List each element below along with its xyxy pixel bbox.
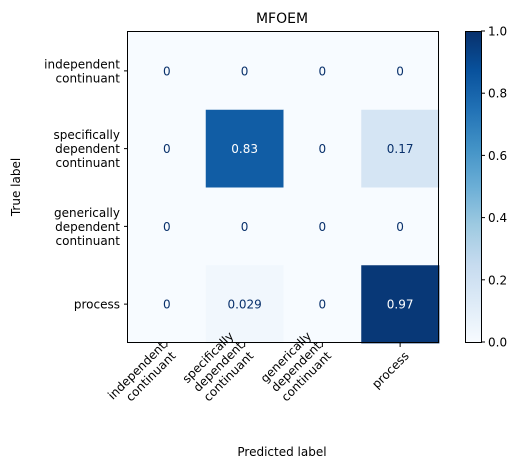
cell-value-label: 0 bbox=[319, 220, 327, 234]
chart-title: MFOEM bbox=[256, 11, 308, 27]
heatmap-cell bbox=[283, 32, 362, 111]
y-tick-label: independent continuant bbox=[44, 57, 120, 85]
cell-value-label: 0 bbox=[319, 64, 327, 78]
plot-frame bbox=[127, 31, 439, 343]
heatmap-cell bbox=[205, 187, 284, 266]
x-tick-label: process bbox=[369, 349, 412, 392]
cell-value-label: 0 bbox=[163, 64, 171, 78]
heatmap-cell bbox=[361, 265, 440, 344]
cell-value-label: 0.97 bbox=[387, 298, 414, 312]
heatmap-cell bbox=[205, 265, 284, 344]
heatmap-cell bbox=[128, 265, 207, 344]
colorbar-tick-label: 0.8 bbox=[488, 87, 507, 101]
colorbar-tick-label: 0.2 bbox=[488, 273, 507, 287]
cell-value-label: 0 bbox=[319, 298, 327, 312]
colorbar-ticks: 0.0 0.2 0.4 0.6 0.8 1.0 bbox=[481, 25, 507, 350]
y-axis-label: True label bbox=[9, 158, 23, 217]
heatmap-cell bbox=[128, 32, 207, 111]
heatmap-cell bbox=[283, 265, 362, 344]
colorbar-tick-label: 0.4 bbox=[488, 211, 507, 225]
cell-value-label: 0 bbox=[396, 220, 404, 234]
colorbar-tick-label: 0.6 bbox=[488, 149, 507, 163]
heatmap-cell-labels: 0 0 0 0 0 0.83 0 0.17 0 0 0 0 0 0.029 0 0.97 bbox=[163, 64, 413, 311]
heatmap-cell bbox=[361, 109, 440, 188]
x-axis-label: Predicted label bbox=[237, 445, 326, 459]
cell-value-label: 0 bbox=[241, 64, 249, 78]
cell-value-label: 0 bbox=[319, 142, 327, 156]
x-tick-label: independentcontinuant bbox=[105, 339, 179, 413]
svg-text:independentcontinuant: independentcontinuant bbox=[105, 339, 179, 413]
heatmap-cell bbox=[205, 109, 284, 188]
cell-value-label: 0.17 bbox=[387, 142, 414, 156]
colorbar-tick-label: 1.0 bbox=[488, 25, 507, 39]
heatmap-cells bbox=[128, 32, 440, 344]
y-tick-label: generically dependent continuant bbox=[54, 206, 120, 248]
colorbar-frame bbox=[465, 31, 482, 343]
y-tick-label: process bbox=[74, 298, 120, 312]
y-axis: independent continuant specifically depende… bbox=[44, 57, 128, 312]
heatmap-cell bbox=[361, 32, 440, 111]
heatmap-cell bbox=[205, 32, 284, 111]
heatmap-cell bbox=[283, 187, 362, 266]
colorbar bbox=[465, 31, 481, 342]
y-tick-label: specifically dependent continuant bbox=[54, 128, 121, 170]
heatmap-cell bbox=[128, 187, 207, 266]
cell-value-label: 0.029 bbox=[227, 298, 261, 312]
cell-value-label: 0 bbox=[163, 220, 171, 234]
heatmap-cell bbox=[128, 109, 207, 188]
cell-value-label: 0.83 bbox=[231, 142, 258, 156]
svg-text:process: process bbox=[369, 349, 412, 392]
cell-value-label: 0 bbox=[396, 64, 404, 78]
cell-value-label: 0 bbox=[163, 142, 171, 156]
cell-value-label: 0 bbox=[163, 298, 171, 312]
heatmap-cell bbox=[361, 187, 440, 266]
colorbar-tick-label: 0.0 bbox=[488, 336, 507, 350]
heatmap-cell bbox=[283, 109, 362, 188]
cell-value-label: 0 bbox=[241, 220, 249, 234]
